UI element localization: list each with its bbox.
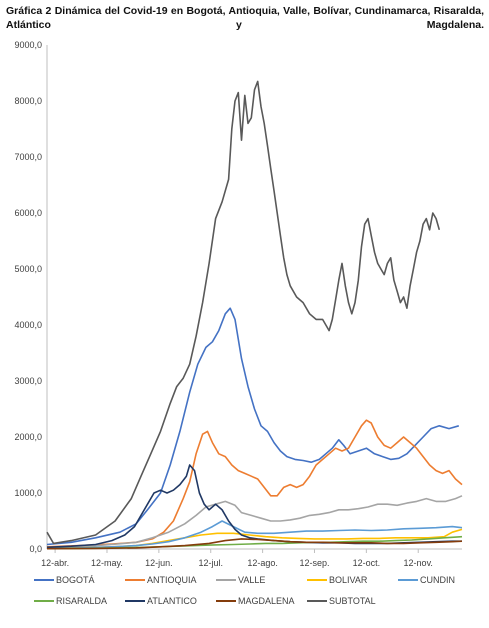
y-tick-label: 8000,0 — [14, 96, 42, 106]
series-line-cundin — [46, 520, 463, 550]
legend-item: BOGOTÁ — [34, 575, 95, 585]
y-tick-label: 2000,0 — [14, 432, 42, 442]
y-tick-label: 0,0 — [29, 544, 42, 554]
legend-label: BOLIVAR — [329, 575, 368, 585]
legend-label: ANTIOQUIA — [147, 575, 197, 585]
y-tick-label: 9000,0 — [14, 40, 42, 50]
series-line-subtotal — [46, 80, 441, 545]
x-tick-label: 12-abr. — [41, 558, 69, 568]
series-line-antioquia — [46, 419, 463, 548]
legend-item: MAGDALENA — [216, 596, 295, 606]
x-tick-label: 12-ago. — [247, 558, 278, 568]
y-tick-label: 1000,0 — [14, 488, 42, 498]
legend-label: CUNDIN — [420, 575, 455, 585]
chart-legend: BOGOTÁ ANTIOQUIA VALLE BOLIVAR CUNDIN RISARAL… — [34, 575, 455, 606]
legend-item: RISARALDA — [34, 596, 107, 606]
series-line-valle — [46, 495, 463, 549]
legend-item: VALLE — [216, 575, 265, 585]
x-tick-label: 12-jun. — [145, 558, 173, 568]
x-tick-label: 12-oct. — [353, 558, 381, 568]
legend-item: ATLANTICO — [125, 596, 197, 606]
legend-label: VALLE — [238, 575, 265, 585]
series-line-bogotá — [46, 307, 460, 546]
x-tick-label: 12-jul. — [198, 558, 223, 568]
legend-label: ATLANTICO — [147, 596, 197, 606]
legend-item: SUBTOTAL — [307, 596, 376, 606]
x-tick-label: 12-may. — [91, 558, 123, 568]
legend-label: RISARALDA — [56, 596, 107, 606]
series-line-magdalena — [46, 538, 463, 550]
legend-item: BOLIVAR — [307, 575, 368, 585]
legend-label: SUBTOTAL — [329, 596, 376, 606]
y-tick-label: 5000,0 — [14, 264, 42, 274]
legend-item: CUNDIN — [398, 575, 455, 585]
legend-item: ANTIOQUIA — [125, 575, 197, 585]
y-tick-label: 7000,0 — [14, 152, 42, 162]
legend-label: MAGDALENA — [238, 596, 295, 606]
chart-title: Gráfica 2 Dinámica del Covid-19 en Bogot… — [6, 5, 484, 31]
y-tick-label: 3000,0 — [14, 376, 42, 386]
y-tick-label: 4000,0 — [14, 320, 42, 330]
chart-axes: 0,0 1000,0 2000,0 3000,0 4000,0 5000,0 6000,0 7… — [14, 40, 462, 568]
x-tick-label: 12-sep. — [299, 558, 329, 568]
chart-series — [46, 80, 463, 550]
x-tick-label: 12-nov. — [404, 558, 433, 568]
legend-label: BOGOTÁ — [56, 575, 95, 585]
y-tick-label: 6000,0 — [14, 208, 42, 218]
